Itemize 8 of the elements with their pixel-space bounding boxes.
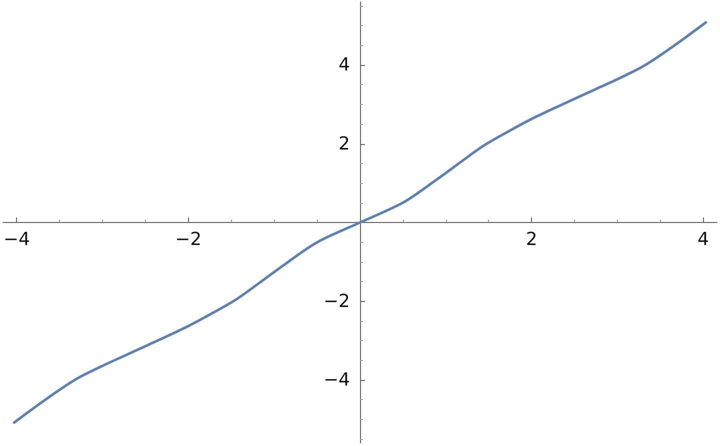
y-tick-label: −2 <box>323 290 350 312</box>
y-tick-label: −4 <box>323 370 350 390</box>
y-tick-label: 2 <box>338 133 350 154</box>
y-tick-label: 4 <box>338 54 350 76</box>
x-tick-label: −2 <box>175 229 202 250</box>
x-tick-label: −4 <box>3 229 30 250</box>
x-tick-label: 4 <box>698 229 709 250</box>
x-tick-label: 2 <box>526 229 538 250</box>
